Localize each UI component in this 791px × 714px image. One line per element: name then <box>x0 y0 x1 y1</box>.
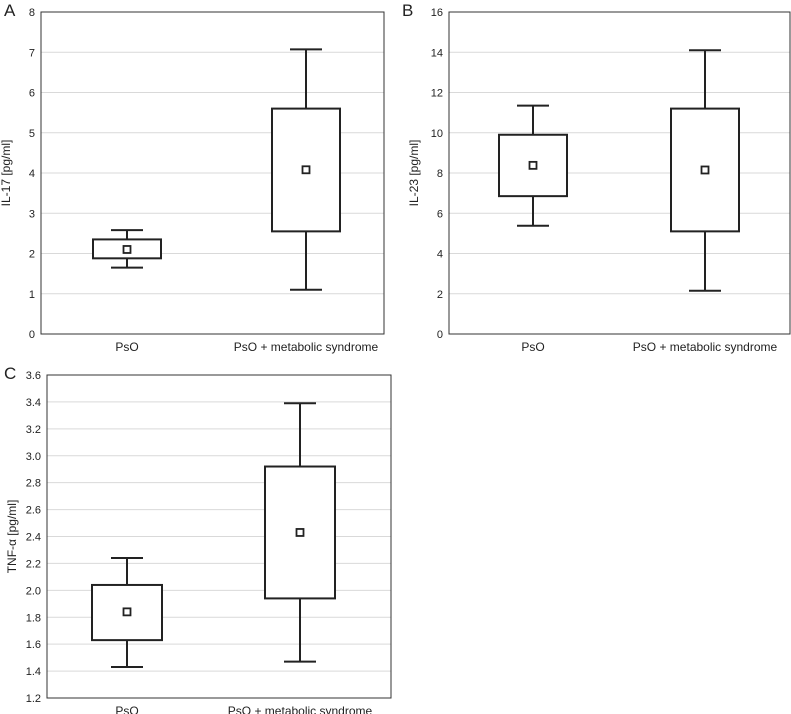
y-tick-label: 10 <box>431 128 443 140</box>
y-tick-label: 6 <box>437 208 443 220</box>
y-axis-label: TNF-α [pg/ml] <box>5 500 19 574</box>
y-tick-label: 3 <box>29 208 35 220</box>
y-tick-label: 14 <box>431 47 443 59</box>
mean-marker <box>700 165 710 175</box>
y-tick-label: 7 <box>29 47 35 59</box>
y-axis-label: IL-17 [pg/ml] <box>0 140 13 207</box>
mean-marker <box>122 607 132 617</box>
mean-marker <box>122 245 132 254</box>
category-label: PsO + metabolic syndrome <box>228 704 373 714</box>
panel-a: 0 1 2 3 4 5 6 7 8 PsO PsO + metabolic syndrome IL-1… <box>0 1 385 354</box>
plot-frame <box>46 374 392 699</box>
mean-marker <box>528 160 538 170</box>
box-2: PsO + metabolic syndrome <box>234 48 379 354</box>
y-tick-label: 0 <box>29 329 35 341</box>
y-tick-label: 2.6 <box>26 505 41 517</box>
box-2: PsO + metabolic syndrome <box>633 49 778 354</box>
panel-label: C <box>4 364 16 383</box>
category-label: PsO <box>115 704 138 714</box>
panel-label: B <box>402 1 413 20</box>
y-tick-label: 5 <box>29 128 35 140</box>
box-1: PsO <box>498 104 568 354</box>
panel-c: 1.2 1.4 1.6 1.8 2.0 2.2 2.4 2.6 2.8 3.0 3.2 3.4 3.6 P… <box>4 364 392 714</box>
y-tick-label: 2.0 <box>26 585 41 597</box>
y-tick-label: 3.4 <box>26 397 41 409</box>
category-label: PsO + metabolic syndrome <box>633 340 778 354</box>
y-tick-label: 8 <box>29 7 35 19</box>
box-1: PsO <box>91 557 163 714</box>
y-tick-label: 2 <box>29 249 35 261</box>
y-tick-label: 0 <box>437 329 443 341</box>
y-tick-label: 3.6 <box>26 370 41 382</box>
y-tick-label: 16 <box>431 7 443 19</box>
category-label: PsO <box>115 340 138 354</box>
y-tick-label: 4 <box>29 168 35 180</box>
y-tick-label: 3.2 <box>26 424 41 436</box>
y-tick-label: 1.8 <box>26 612 41 624</box>
y-tick-label: 6 <box>29 88 35 100</box>
box-1: PsO <box>92 229 162 354</box>
plot-frame <box>448 11 791 335</box>
y-tick-label: 4 <box>437 249 443 261</box>
box-2: PsO + metabolic syndrome <box>228 402 373 714</box>
y-tick-label: 2 <box>437 289 443 301</box>
plot-frame <box>40 11 385 335</box>
y-tick-label: 1.4 <box>26 666 41 678</box>
y-tick-label: 12 <box>431 88 443 100</box>
y-tick-label: 2.8 <box>26 478 41 490</box>
y-axis-label: IL-23 [pg/ml] <box>407 140 421 207</box>
panel-b: 0 2 4 6 8 10 12 14 16 PsO PsO + metabolic syndrome… <box>402 1 791 354</box>
mean-marker <box>301 165 311 175</box>
y-tick-label: 1.6 <box>26 639 41 651</box>
category-label: PsO <box>521 340 544 354</box>
y-tick-label: 2.2 <box>26 558 41 570</box>
y-tick-label: 2.4 <box>26 532 41 544</box>
y-tick-label: 1.2 <box>26 693 41 705</box>
y-tick-label: 8 <box>437 168 443 180</box>
y-tick-label: 1 <box>29 289 35 301</box>
panel-label: A <box>4 1 16 20</box>
mean-marker <box>295 528 305 537</box>
category-label: PsO + metabolic syndrome <box>234 340 379 354</box>
y-tick-label: 3.0 <box>26 451 41 463</box>
